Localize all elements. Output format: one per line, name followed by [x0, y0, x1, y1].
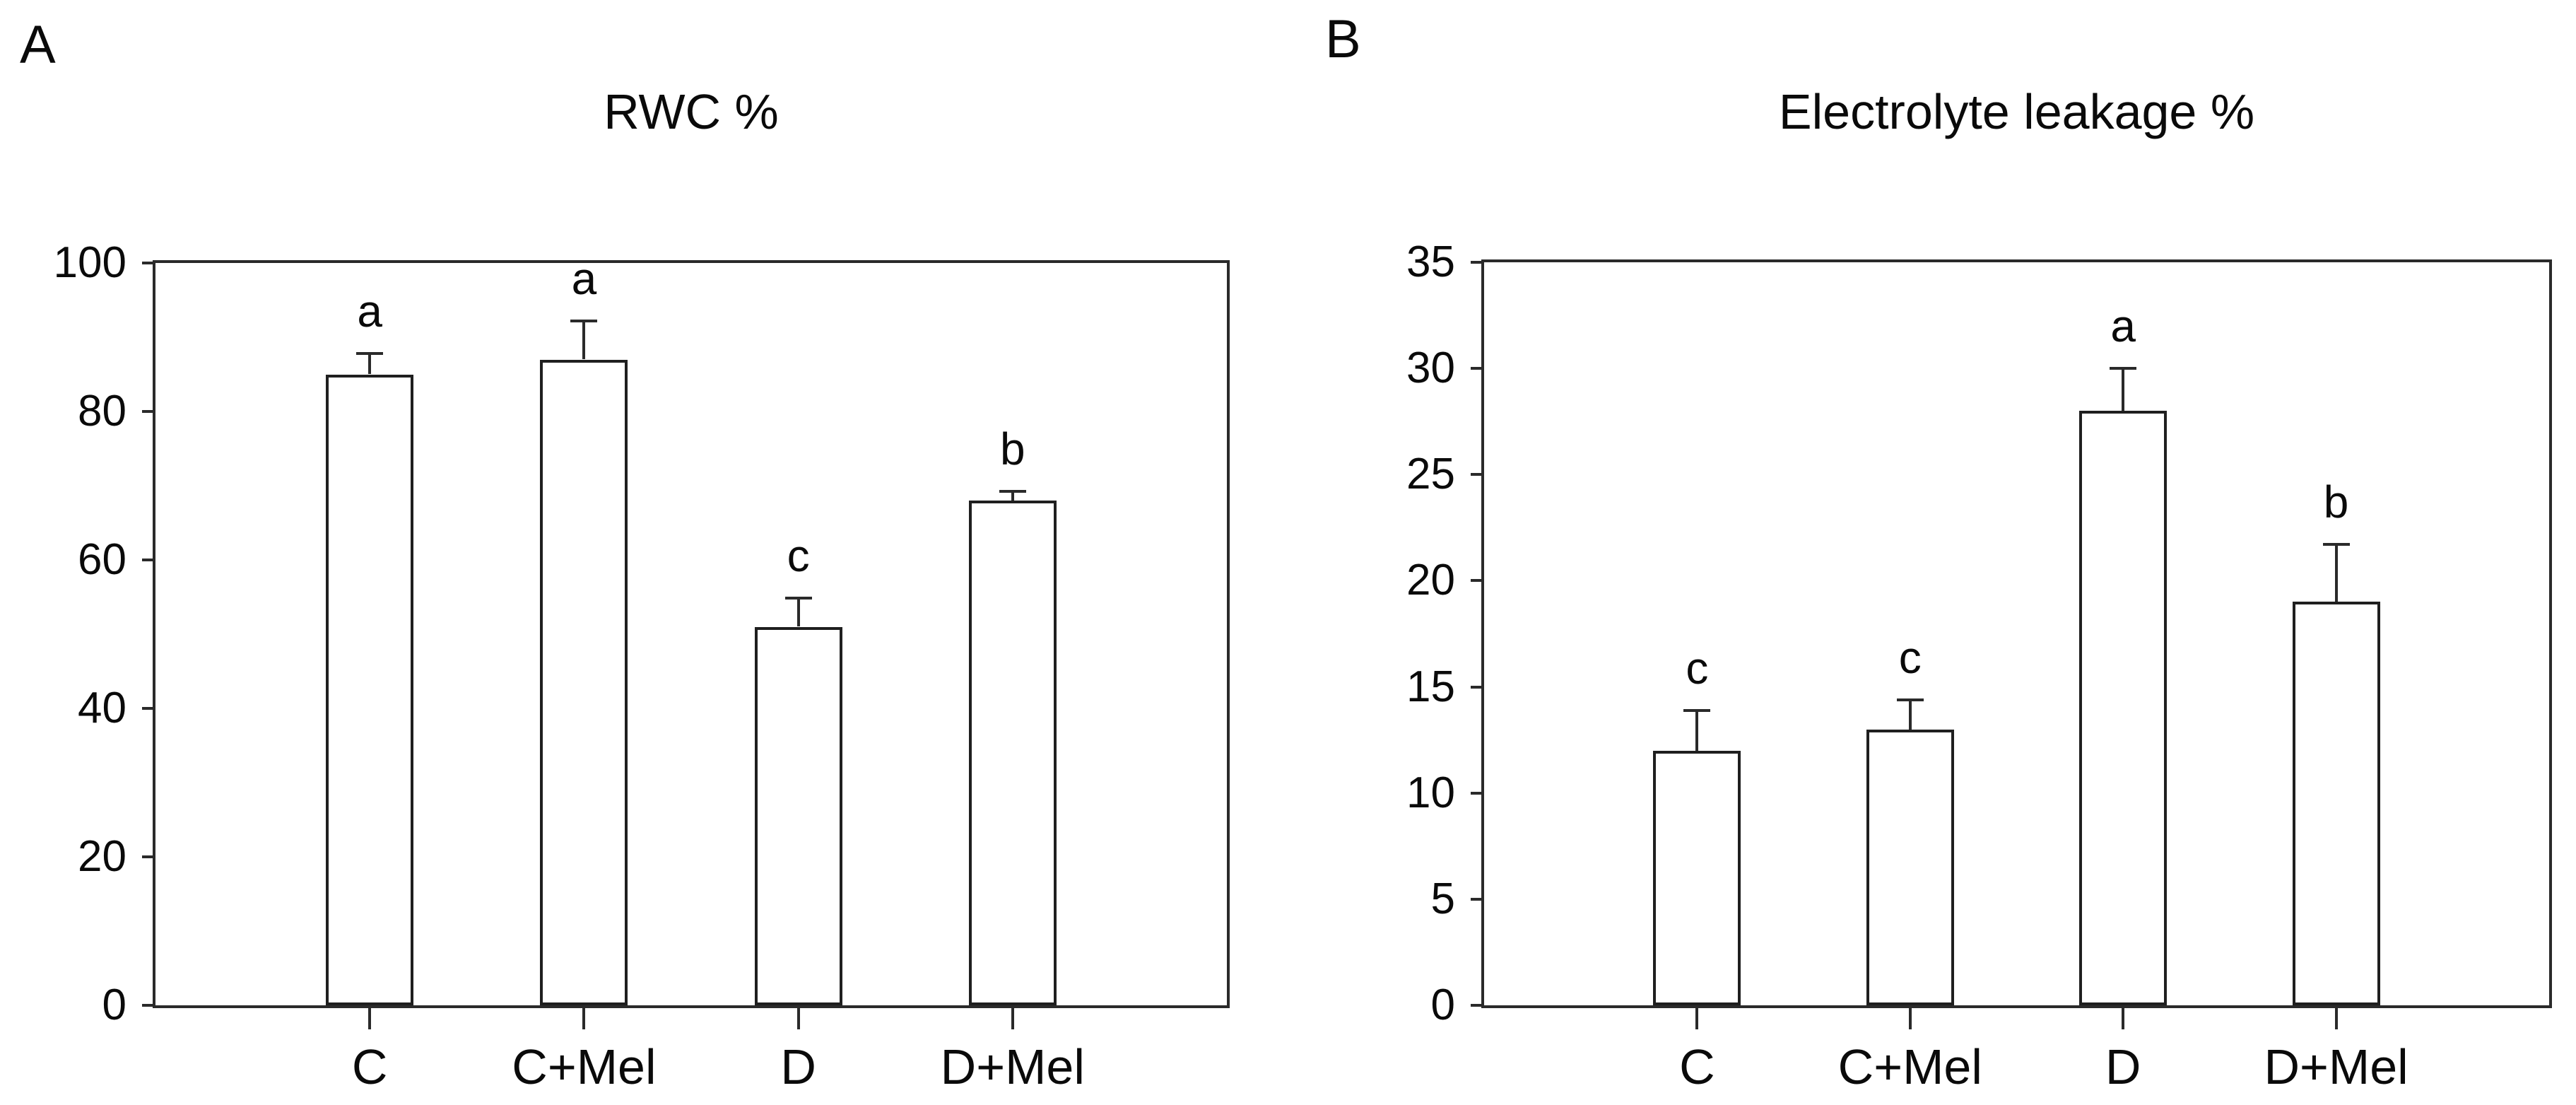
y-axis-tick — [1471, 473, 1481, 477]
y-axis-tick — [1471, 1004, 1481, 1007]
bar-c — [1653, 750, 1741, 1005]
y-axis-tick-label: 15 — [1406, 662, 1455, 711]
x-axis-tick-c — [1695, 1008, 1699, 1029]
y-axis-tick-label: 60 — [78, 535, 127, 584]
y-axis-tick — [142, 410, 153, 413]
bar-d-plus-mel — [968, 501, 1057, 1005]
error-bar-cap-d-plus-mel — [2322, 543, 2350, 546]
x-axis-label-c: C — [351, 1039, 388, 1094]
bar-d-plus-mel — [2292, 602, 2380, 1005]
error-bar-cap-d — [784, 596, 812, 600]
bar-c-plus-mel — [1866, 729, 1954, 1005]
y-axis-tick-label: 40 — [78, 684, 127, 732]
error-bar-whisker-d — [796, 597, 800, 627]
y-axis-tick-label: 10 — [1406, 768, 1455, 817]
significance-letter-c-plus-mel: a — [571, 252, 597, 304]
bar-c — [326, 374, 414, 1005]
y-axis-tick-label: 0 — [1430, 981, 1455, 1029]
x-axis-label-c-plus-mel: C+Mel — [512, 1039, 657, 1094]
bar-d — [2079, 411, 2168, 1005]
y-axis-tick-label: 25 — [1406, 450, 1455, 499]
x-axis-label-d: D — [780, 1039, 816, 1094]
x-axis-tick-c-plus-mel — [582, 1008, 586, 1029]
y-axis-tick-label: 5 — [1430, 874, 1455, 923]
error-bar-whisker-d-plus-mel — [2334, 544, 2338, 602]
error-bar-cap-c-plus-mel — [1896, 698, 1924, 701]
y-axis-tick — [142, 559, 153, 561]
significance-letter-c: c — [1686, 642, 1709, 694]
panel-a-title: RWC % — [604, 84, 779, 139]
y-axis-tick-label: 35 — [1406, 238, 1455, 286]
error-bar-cap-c-plus-mel — [570, 319, 598, 322]
x-axis-tick-d — [2122, 1008, 2125, 1029]
x-axis-label-c: C — [1679, 1039, 1715, 1094]
x-axis-tick-d-plus-mel — [1011, 1008, 1014, 1029]
error-bar-cap-d — [2110, 367, 2137, 370]
error-bar-whisker-c-plus-mel — [582, 320, 586, 360]
panel-b-label: B — [1325, 9, 1361, 69]
bar-d — [754, 626, 842, 1005]
panel-b-title: Electrolyte leakage % — [1778, 84, 2255, 139]
error-bar-cap-c — [1683, 708, 1711, 712]
error-bar-whisker-c — [368, 353, 372, 375]
y-axis-tick — [1471, 685, 1481, 689]
y-axis-tick — [1471, 791, 1481, 795]
x-axis-tick-d-plus-mel — [2334, 1008, 2338, 1029]
x-axis-label-d: D — [2105, 1039, 2141, 1094]
bar-c-plus-mel — [540, 359, 628, 1005]
y-axis-tick — [142, 262, 153, 264]
significance-letter-c-plus-mel: c — [1898, 631, 1922, 683]
error-bar-whisker-c-plus-mel — [1908, 699, 1912, 730]
y-axis-tick — [142, 855, 153, 858]
significance-letter-d-plus-mel: b — [1000, 423, 1025, 475]
x-axis-label-c-plus-mel: C+Mel — [1837, 1039, 1982, 1094]
y-axis-tick-label: 80 — [78, 387, 127, 435]
panel-a-label: A — [20, 15, 56, 75]
x-axis-tick-d — [796, 1008, 800, 1029]
x-axis-label-d-plus-mel: D+Mel — [940, 1039, 1085, 1094]
error-bar-cap-d-plus-mel — [999, 490, 1026, 493]
significance-letter-d: a — [2110, 300, 2136, 352]
y-axis-tick — [1471, 261, 1481, 264]
y-axis-tick — [1471, 579, 1481, 583]
y-axis-tick-label: 30 — [1406, 344, 1455, 393]
y-axis-tick-label: 20 — [1406, 556, 1455, 605]
x-axis-tick-c — [368, 1008, 372, 1029]
y-axis-tick-label: 0 — [102, 981, 127, 1029]
significance-letter-d: c — [787, 530, 810, 581]
y-axis-tick — [142, 1004, 153, 1007]
y-axis-tick — [1471, 367, 1481, 370]
error-bar-whisker-c — [1695, 710, 1699, 751]
x-axis-tick-c-plus-mel — [1908, 1008, 1912, 1029]
y-axis-tick — [1471, 897, 1481, 901]
significance-letter-c: a — [357, 286, 382, 337]
error-bar-cap-c — [356, 352, 384, 356]
y-axis-tick-label: 100 — [53, 238, 127, 287]
y-axis-tick-label: 20 — [78, 832, 127, 881]
x-axis-label-d-plus-mel: D+Mel — [2264, 1039, 2409, 1094]
significance-letter-d-plus-mel: b — [2323, 477, 2349, 528]
error-bar-whisker-d — [2122, 368, 2125, 411]
error-bar-whisker-d-plus-mel — [1011, 491, 1014, 501]
y-axis-tick — [142, 707, 153, 710]
